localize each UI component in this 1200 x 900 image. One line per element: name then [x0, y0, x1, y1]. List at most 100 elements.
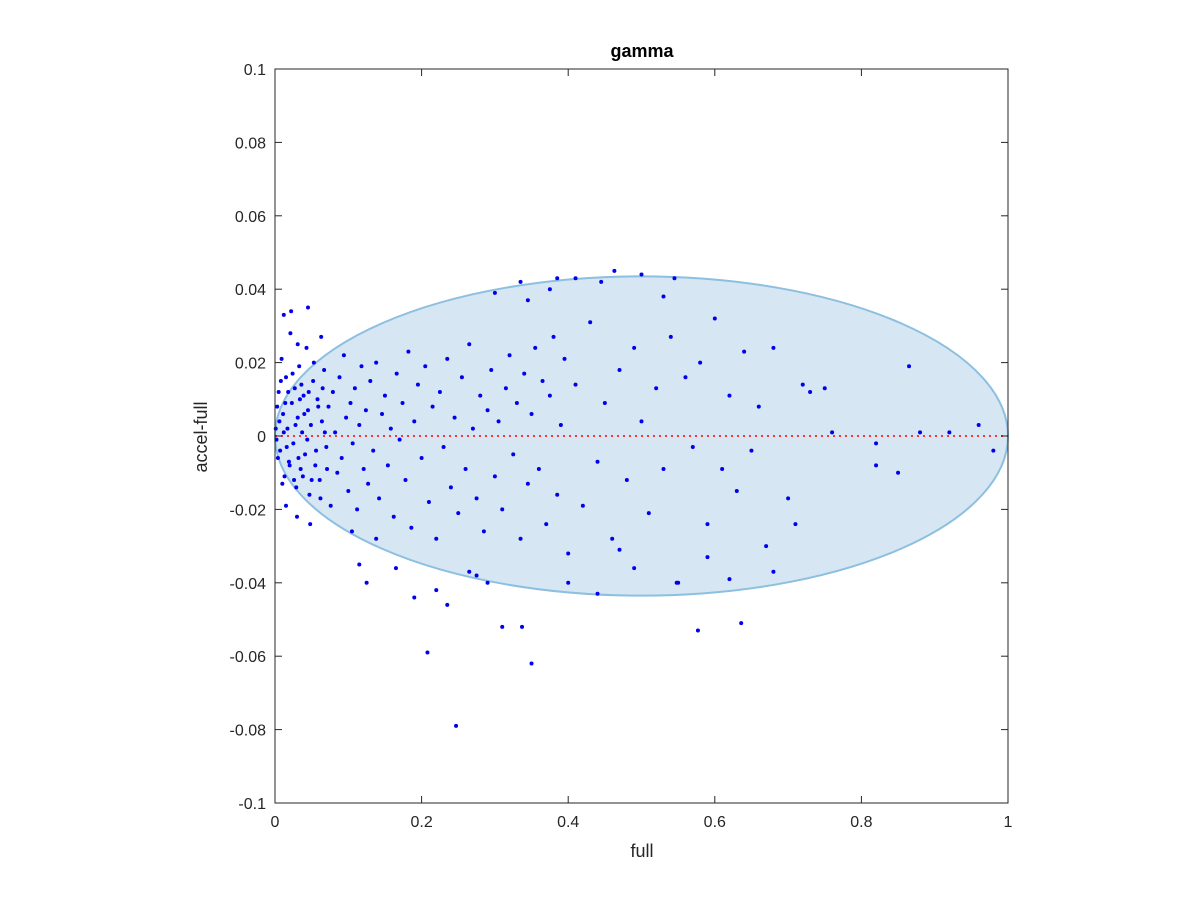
data-point — [284, 445, 289, 450]
data-point — [300, 430, 305, 435]
data-point — [357, 422, 362, 427]
data-point — [529, 661, 534, 666]
plot-area: 0 0.2 0.4 0.6 0.8 1 -0.1 -0.08 -0.06 -0.04 -0.02 0 0… — [230, 62, 1013, 831]
data-point — [285, 426, 290, 431]
y-tick-label: -0.08 — [230, 723, 267, 740]
data-point — [470, 426, 475, 431]
y-tick-label: 0.06 — [235, 209, 266, 226]
data-point — [296, 456, 301, 461]
data-point — [639, 272, 644, 277]
data-point — [437, 389, 442, 394]
data-point — [705, 555, 710, 560]
data-point — [350, 441, 355, 446]
x-axis-label: full — [630, 841, 653, 861]
data-point — [467, 569, 472, 574]
data-point — [289, 309, 294, 314]
data-point — [786, 496, 791, 501]
data-point — [419, 456, 424, 461]
data-point — [403, 478, 408, 483]
data-point — [555, 276, 560, 281]
data-point — [739, 621, 744, 626]
data-point — [896, 470, 901, 475]
data-point — [705, 522, 710, 527]
data-point — [286, 459, 291, 464]
data-point — [727, 577, 732, 582]
y-tick-label: 0.04 — [235, 282, 266, 299]
data-point — [529, 411, 534, 416]
data-point — [333, 430, 338, 435]
data-point — [292, 386, 297, 391]
data-point — [720, 467, 725, 472]
y-tick-label: 0.1 — [244, 62, 266, 79]
data-point — [348, 400, 353, 405]
data-point — [756, 404, 761, 409]
data-point — [459, 375, 464, 380]
data-point — [339, 456, 344, 461]
data-point — [536, 467, 541, 472]
data-point — [322, 430, 327, 435]
data-point — [366, 481, 371, 486]
data-point — [661, 467, 666, 472]
data-point — [632, 345, 637, 350]
data-point — [430, 404, 435, 409]
data-point — [335, 470, 340, 475]
data-point — [308, 422, 313, 427]
data-point — [279, 356, 284, 361]
data-point — [423, 364, 428, 369]
data-point — [485, 580, 490, 585]
data-point — [518, 536, 523, 541]
data-point — [281, 411, 286, 416]
data-point — [278, 378, 283, 383]
data-point — [573, 276, 578, 281]
data-point — [599, 279, 604, 284]
data-point — [293, 422, 298, 427]
y-axis-label: accel-full — [191, 401, 211, 472]
data-point — [352, 386, 357, 391]
data-point — [522, 371, 527, 376]
data-point — [380, 411, 385, 416]
data-point — [489, 367, 494, 372]
data-point — [573, 382, 578, 387]
chart-title: gamma — [610, 41, 674, 61]
y-tick-label: 0.08 — [235, 135, 266, 152]
data-point — [305, 305, 310, 310]
data-point — [712, 316, 717, 321]
data-point — [357, 562, 362, 567]
data-point — [330, 389, 335, 394]
data-point — [283, 375, 288, 380]
data-point — [311, 378, 316, 383]
data-point — [947, 430, 952, 435]
data-point — [359, 364, 364, 369]
data-point — [377, 496, 382, 501]
data-point — [314, 448, 319, 453]
data-point — [337, 375, 342, 380]
data-point — [281, 430, 286, 435]
data-point — [907, 364, 912, 369]
data-point — [874, 463, 879, 468]
y-tick-label: -0.1 — [238, 796, 266, 813]
data-point — [474, 496, 479, 501]
data-point — [415, 382, 420, 387]
data-point — [533, 345, 538, 350]
data-point — [303, 452, 308, 457]
data-point — [771, 345, 776, 350]
data-point — [426, 500, 431, 505]
data-point — [393, 566, 398, 571]
data-point — [610, 536, 615, 541]
data-point — [275, 404, 280, 409]
data-point — [364, 580, 369, 585]
data-point — [764, 544, 769, 549]
data-point — [639, 419, 644, 424]
data-point — [316, 404, 321, 409]
data-point — [394, 371, 399, 376]
data-point — [315, 397, 320, 402]
data-point — [481, 529, 486, 534]
data-point — [320, 386, 325, 391]
data-point — [275, 456, 280, 461]
data-point — [525, 298, 530, 303]
data-point — [328, 503, 333, 508]
data-point — [727, 393, 732, 398]
x-tick-label: 0 — [271, 814, 280, 831]
data-point — [492, 474, 497, 479]
data-point — [617, 367, 622, 372]
